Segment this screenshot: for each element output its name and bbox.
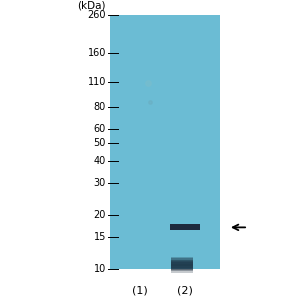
- Text: 110: 110: [88, 77, 106, 87]
- Bar: [171, 264, 193, 268]
- Bar: [171, 261, 193, 265]
- Bar: [171, 266, 193, 270]
- Bar: [171, 269, 193, 273]
- Text: 160: 160: [88, 48, 106, 58]
- Text: (1): (1): [132, 285, 148, 295]
- Text: 15: 15: [94, 232, 106, 242]
- Bar: [110, 15, 220, 269]
- Bar: [171, 262, 193, 266]
- Text: 260: 260: [88, 10, 106, 20]
- Bar: [171, 265, 193, 269]
- Text: 30: 30: [94, 178, 106, 188]
- Text: (kDa): (kDa): [77, 1, 106, 11]
- Bar: [170, 224, 200, 230]
- Bar: [171, 258, 193, 262]
- Text: (2): (2): [177, 285, 193, 295]
- Bar: [171, 268, 193, 272]
- Text: 40: 40: [94, 156, 106, 166]
- Bar: [171, 260, 193, 264]
- Text: 10: 10: [94, 264, 106, 274]
- Bar: [171, 257, 193, 261]
- Text: 50: 50: [94, 138, 106, 148]
- Text: 60: 60: [94, 124, 106, 134]
- Text: 80: 80: [94, 102, 106, 112]
- Text: 20: 20: [94, 210, 106, 220]
